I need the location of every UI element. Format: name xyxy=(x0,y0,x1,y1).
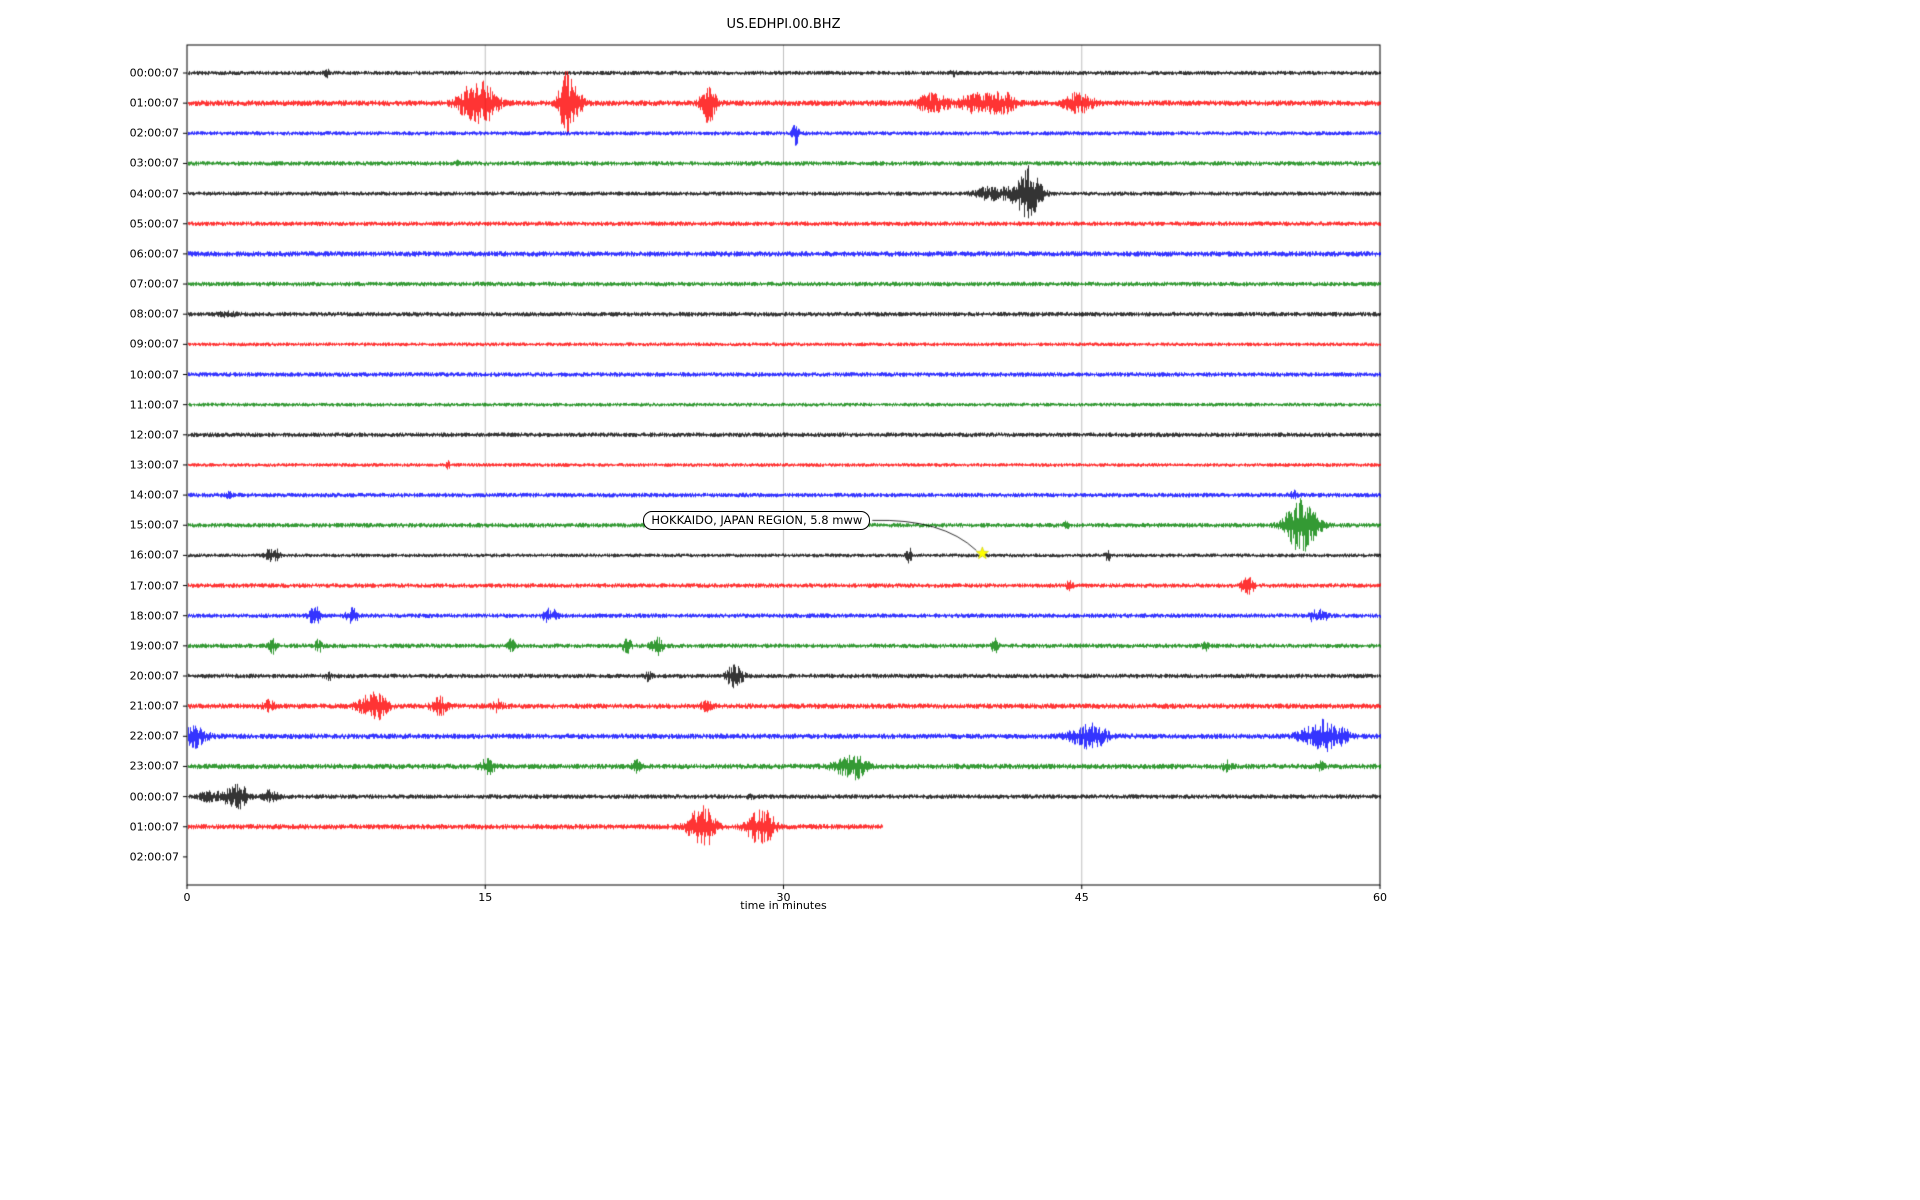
x-tick-label: 15 xyxy=(478,891,493,904)
row-label: 13:00:07 xyxy=(129,458,179,472)
row-label: 00:00:07 xyxy=(129,66,179,80)
row-label: 11:00:07 xyxy=(129,398,179,412)
row-label: 15:00:07 xyxy=(129,518,179,532)
x-tick-label: 0 xyxy=(183,891,191,904)
row-label: 22:00:07 xyxy=(129,729,179,743)
row-label: 14:00:07 xyxy=(129,488,179,502)
row-label: 19:00:07 xyxy=(129,639,179,653)
row-label: 06:00:07 xyxy=(129,247,179,261)
row-label: 09:00:07 xyxy=(129,337,179,351)
row-label: 01:00:07 xyxy=(129,820,179,834)
x-tick-label: 60 xyxy=(1373,891,1387,904)
event-annotation: HOKKAIDO, JAPAN REGION, 5.8 mww xyxy=(643,510,871,530)
row-label: 16:00:07 xyxy=(129,548,179,562)
row-label: 01:00:07 xyxy=(129,96,179,110)
row-label: 03:00:07 xyxy=(129,156,179,170)
row-label: 02:00:07 xyxy=(129,126,179,140)
row-label: 02:00:07 xyxy=(129,850,179,864)
row-label: 17:00:07 xyxy=(129,579,179,593)
row-label: 20:00:07 xyxy=(129,669,179,683)
row-label: 08:00:07 xyxy=(129,307,179,321)
row-label: 18:00:07 xyxy=(129,609,179,623)
x-tick-label: 30 xyxy=(776,891,791,904)
row-label: 04:00:07 xyxy=(129,187,179,201)
row-label: 00:00:07 xyxy=(129,790,179,804)
row-label: 07:00:07 xyxy=(129,277,179,291)
x-axis-label: time in minutes xyxy=(740,899,827,912)
x-tick-label: 45 xyxy=(1074,891,1089,904)
row-label: 23:00:07 xyxy=(129,759,179,773)
row-label: 10:00:07 xyxy=(129,368,179,381)
plot-title: US.EDHPI.00.BHZ xyxy=(726,17,841,32)
row-label: 12:00:07 xyxy=(129,428,179,442)
row-label: 21:00:07 xyxy=(129,699,179,713)
row-label: 05:00:07 xyxy=(129,217,179,231)
